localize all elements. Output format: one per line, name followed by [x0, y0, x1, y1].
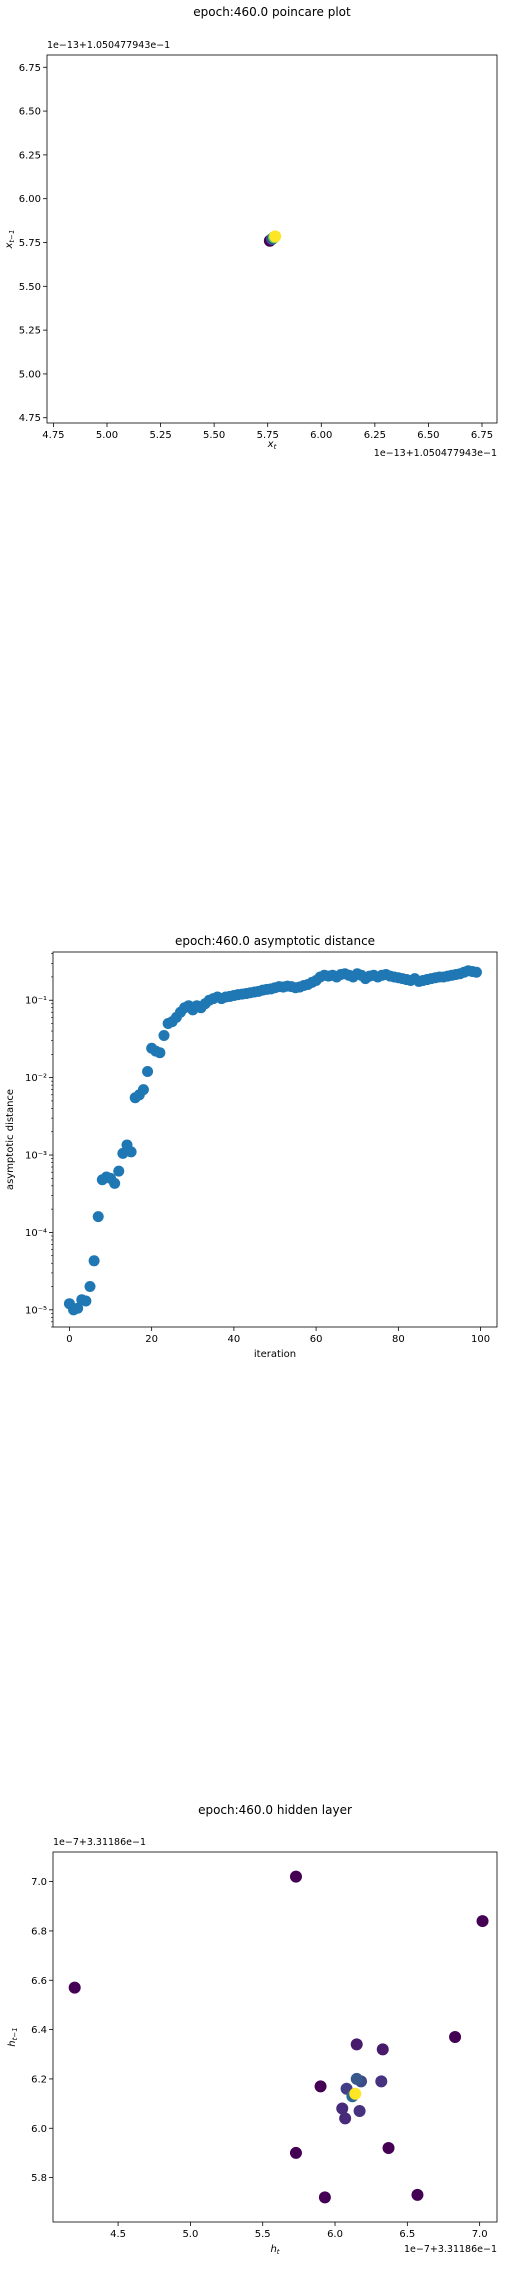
data-point-17	[350, 2072, 363, 2085]
x-axis-label: iteration	[254, 1349, 296, 1360]
data-point-19	[349, 2087, 362, 2100]
y-tick-label: 6.75	[19, 63, 41, 74]
hidden-layer-chart: epoch:460.0 hidden layer 1e−7+3.31186e−1 1…	[7, 1803, 498, 2256]
data-point-0	[68, 1981, 81, 1994]
data-point-1	[289, 1870, 302, 1883]
data-point-2	[72, 1302, 84, 1314]
y-tick-label: 10⁻³	[25, 1151, 47, 1162]
data-point-6	[289, 2146, 302, 2159]
asymptotic-distance-chart: epoch:460.0 asymptotic distance 0 20 40 60 80…	[5, 934, 498, 1360]
poincare-plot-chart: epoch:460.0 poincare plot 1e−13+1.0504779…	[4, 5, 498, 459]
x-tick-label: 5.00	[96, 430, 118, 441]
data-point-12	[336, 2102, 349, 2115]
data-point-22	[154, 1047, 166, 1059]
data-point-10	[350, 2038, 363, 2051]
x-tick-label: 7.0	[472, 2229, 488, 2240]
x-tick-label: 100	[471, 1334, 490, 1345]
data-point-99	[470, 966, 482, 978]
y-tick-label: 5.50	[19, 282, 41, 293]
data-point-11	[109, 1177, 121, 1189]
x-axis-label: xt	[267, 439, 277, 451]
x-offset-text: 1e−13+1.050477943e−1	[374, 448, 497, 459]
y-tick-label: 10⁻¹	[25, 996, 47, 1007]
y-tick-label: 10⁻²	[25, 1073, 47, 1084]
x-tick-label: 6.25	[364, 430, 386, 441]
x-tick-label: 40	[228, 1334, 241, 1345]
x-tick-label: 80	[392, 1334, 405, 1345]
x-tick-label: 0	[66, 1334, 72, 1345]
y-tick-label: 10⁻⁴	[25, 1228, 47, 1239]
y-tick-label: 5.8	[31, 2173, 47, 2184]
data-point-7	[382, 2142, 395, 2154]
data-point-5	[84, 1281, 96, 1293]
x-tick-label: 4.5	[110, 2229, 126, 2240]
y-tick-label: 6.4	[31, 2025, 47, 2036]
y-offset-text: 1e−7+3.31186e−1	[53, 1837, 146, 1848]
x-tick-label: 6.00	[310, 430, 332, 441]
x-tick-label: 4.75	[42, 430, 64, 441]
y-tick-label: 6.25	[19, 150, 41, 161]
y-tick-label: 5.00	[19, 369, 41, 380]
data-point-12	[113, 1165, 125, 1177]
data-point-13	[375, 2075, 388, 2088]
x-tick-label: 6.5	[399, 2229, 415, 2240]
data-point-2	[476, 1915, 489, 1928]
chart-title: epoch:460.0 hidden layer	[198, 1803, 352, 1817]
data-point-9	[376, 2043, 389, 2056]
x-tick-label: 5.5	[255, 2229, 271, 2240]
data-point-3	[449, 2031, 462, 2043]
x-tick-label: 5.25	[149, 430, 171, 441]
data-point-19	[142, 1066, 154, 1078]
data-point-14	[353, 2105, 366, 2117]
y-axis-label: asymptotic distance	[5, 1089, 16, 1190]
y-tick-label: 10⁻⁵	[25, 1305, 47, 1316]
plot-frame	[52, 1851, 498, 2223]
y-tick-label: 6.50	[19, 107, 41, 118]
data-point-18	[137, 1084, 149, 1096]
y-tick-label: 4.75	[19, 413, 41, 424]
y-tick-label: 6.00	[19, 194, 41, 205]
x-tick-label: 5.0	[182, 2229, 198, 2240]
data-point-4	[269, 230, 282, 243]
x-offset-text: 1e−7+3.31186e−1	[404, 2244, 497, 2255]
y-tick-label: 7.0	[31, 1877, 47, 1888]
x-axis-label: ht	[270, 2244, 279, 2256]
y-axis-label: ht−1	[7, 2027, 19, 2046]
chart-title: epoch:460.0 asymptotic distance	[175, 934, 375, 948]
y-tick-label: 6.8	[31, 1926, 47, 1937]
plot-frame	[52, 951, 498, 1328]
data-point-5	[318, 2191, 331, 2204]
chart-title: epoch:460.0 poincare plot	[193, 5, 351, 19]
x-tick-label: 5.50	[203, 430, 225, 441]
x-tick-label: 20	[145, 1334, 158, 1345]
x-tick-label: 5.75	[257, 430, 279, 441]
x-tick-label: 6.75	[471, 430, 493, 441]
data-point-11	[339, 2112, 352, 2125]
y-tick-label: 5.25	[19, 326, 41, 337]
data-point-4	[411, 2188, 424, 2201]
x-tick-label: 6.50	[417, 430, 439, 441]
plot-frame	[46, 54, 498, 424]
data-point-15	[125, 1146, 137, 1158]
data-point-7	[92, 1211, 104, 1223]
data-point-13	[117, 1147, 129, 1159]
y-tick-label: 6.0	[31, 2124, 47, 2135]
y-tick-label: 6.2	[31, 2074, 47, 2085]
y-tick-label: 5.75	[19, 238, 41, 249]
y-offset-text: 1e−13+1.050477943e−1	[47, 40, 170, 51]
y-axis-label: xt−1	[4, 230, 16, 250]
data-point-6	[88, 1255, 100, 1267]
x-tick-label: 60	[310, 1334, 323, 1345]
data-point-23	[158, 1030, 170, 1042]
data-point-8	[314, 2080, 327, 2093]
x-tick-label: 6.0	[327, 2229, 343, 2240]
data-point-4	[80, 1295, 92, 1307]
y-tick-label: 6.6	[31, 1976, 47, 1987]
